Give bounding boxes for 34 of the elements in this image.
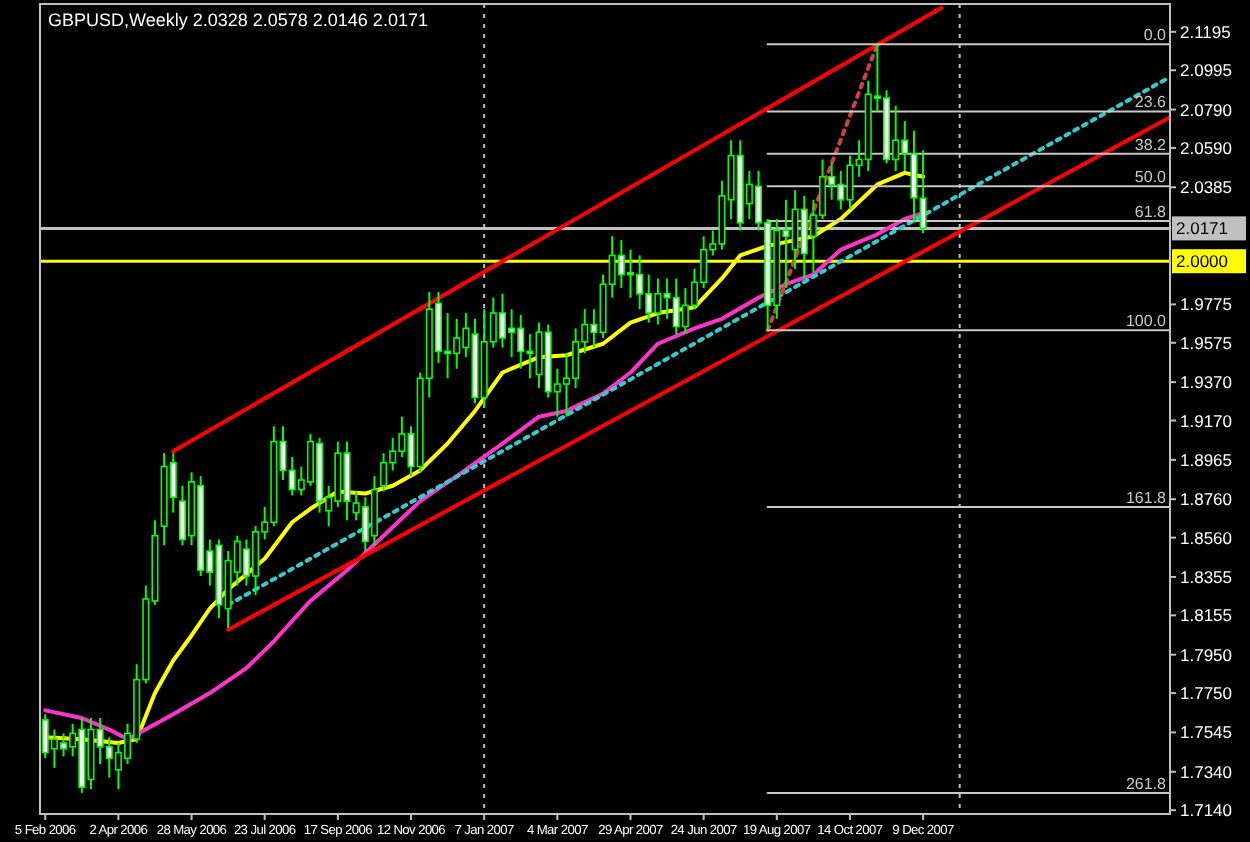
candlestick	[626, 248, 635, 299]
y-tick-label: 1.8355	[1180, 566, 1233, 587]
ref-line-label: 2.0000	[1176, 251, 1229, 272]
y-tick-label: 1.9775	[1180, 294, 1233, 315]
y-tick-label: 1.7750	[1180, 683, 1233, 704]
legend-label: 161.8	[1125, 488, 1168, 507]
y-tick-label: 1.8155	[1180, 605, 1233, 626]
y-tick-label: 1.7545	[1180, 722, 1233, 743]
y-tick-label: 1.7140	[1180, 800, 1233, 821]
legend-label: 23.6	[1134, 93, 1168, 112]
y-tick-label: 2.0790	[1180, 99, 1233, 120]
candlestick	[370, 475, 378, 547]
legend-label: 38.2	[1134, 135, 1168, 154]
y-tick-label: 1.8965	[1180, 449, 1233, 470]
series-label: 61.8	[1134, 202, 1168, 221]
candlestick	[380, 452, 388, 493]
series-label: 261.8	[1125, 774, 1168, 793]
y-tick-label: 1.7340	[1180, 761, 1233, 782]
y-tick-label: 2.1195	[1180, 21, 1232, 42]
y-tick-label: 1.8560	[1180, 527, 1233, 548]
y-tick-label: 1.7950	[1180, 644, 1233, 665]
y-tick-label: 2.0590	[1180, 137, 1233, 158]
ref-line-label: 2.0171	[1176, 218, 1229, 239]
chart-title: GBPUSD,Weekly 2.0328 2.0578 2.0146 2.0171	[48, 10, 428, 30]
y-tick-label: 1.9370	[1180, 372, 1233, 393]
y-tick-label: 1.9170	[1180, 410, 1233, 431]
legend-label: 50.0	[1134, 168, 1168, 187]
y-tick-label: 2.0995	[1180, 60, 1233, 81]
y-tick-label: 1.8760	[1180, 489, 1233, 510]
series-label: 100.0	[1125, 312, 1168, 331]
candlestick	[59, 732, 68, 758]
y-tick-label: 2.0385	[1180, 177, 1233, 198]
legend-label: 0.0	[1143, 26, 1168, 45]
y-tick-label: 1.9575	[1180, 332, 1233, 353]
